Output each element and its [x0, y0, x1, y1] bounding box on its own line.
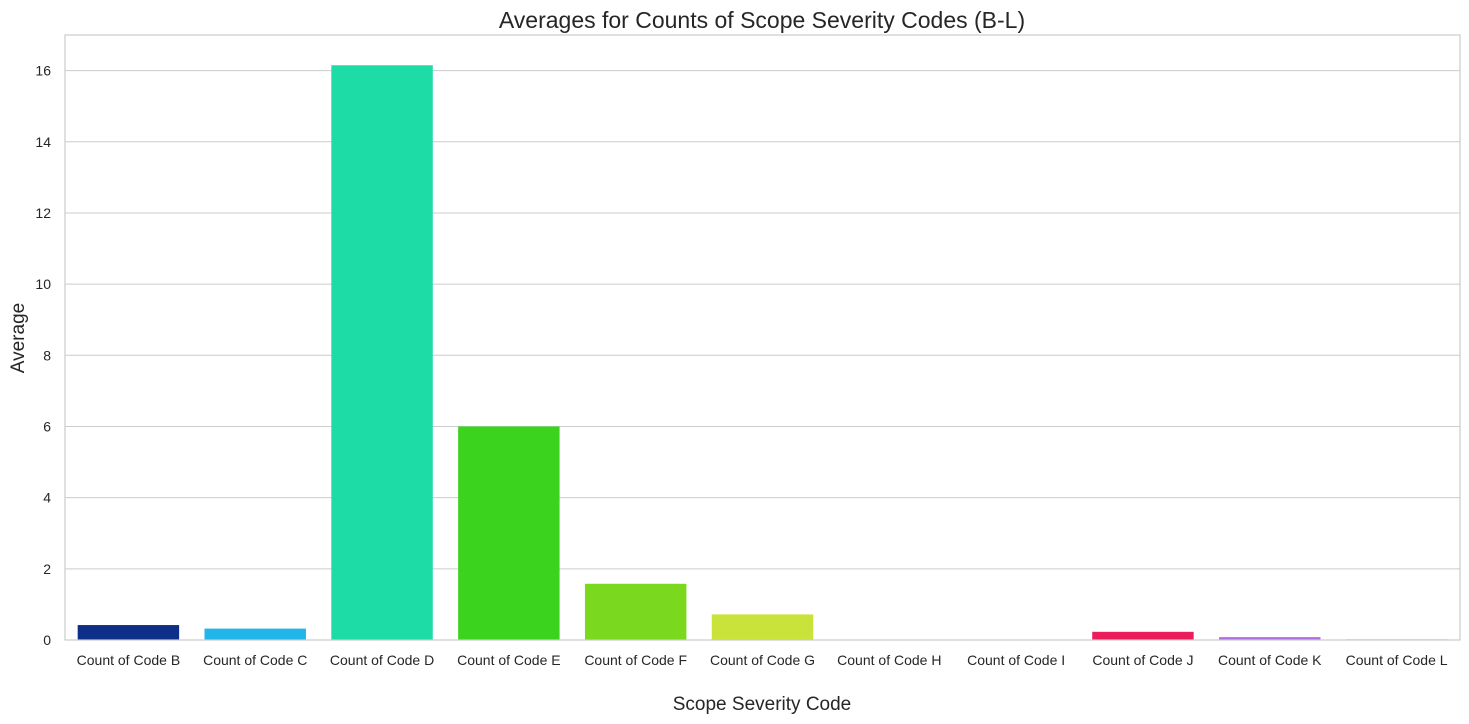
- bars: [77, 65, 1448, 640]
- y-tick-label: 12: [35, 205, 51, 221]
- y-axis-title: Average: [8, 303, 29, 373]
- x-tick-label: Count of Code C: [203, 652, 307, 668]
- bar-count-of-code-d: [331, 65, 433, 640]
- y-tick-labels: 0 2 4 6 8 10 12 14 16: [35, 63, 51, 648]
- y-tick-label: 10: [35, 276, 51, 292]
- x-tick-label: Count of Code D: [330, 652, 434, 668]
- bar-count-of-code-j: [1092, 631, 1194, 640]
- x-tick-label: Count of Code I: [967, 652, 1065, 668]
- x-tick-label: Count of Code E: [457, 652, 561, 668]
- x-tick-label: Count of Code J: [1092, 652, 1193, 668]
- x-tick-label: Count of Code F: [584, 652, 687, 668]
- bar-count-of-code-c: [204, 628, 306, 640]
- y-tick-label: 14: [35, 134, 51, 150]
- x-tick-label: Count of Code H: [837, 652, 941, 668]
- y-tick-label: 0: [43, 632, 51, 648]
- bar-count-of-code-k: [1219, 637, 1321, 640]
- x-tick-label: Count of Code K: [1218, 652, 1322, 668]
- plot-frame: [64, 34, 1461, 641]
- y-tick-label: 8: [43, 347, 51, 363]
- y-tick-label: 16: [35, 63, 51, 79]
- bar-count-of-code-b: [77, 625, 180, 640]
- y-tick-label: 6: [43, 418, 51, 434]
- bar-count-of-code-e: [458, 426, 560, 640]
- grid-lines: [65, 70, 1460, 641]
- x-tick-label: Count of Code B: [77, 652, 181, 668]
- bar-count-of-code-g: [711, 614, 814, 640]
- y-tick-label: 4: [43, 490, 51, 506]
- x-tick-label: Count of Code L: [1346, 652, 1448, 668]
- x-axis-title: Scope Severity Code: [673, 694, 852, 715]
- bar-count-of-code-f: [584, 583, 687, 640]
- x-tick-labels: Count of Code B Count of Code C Count of C…: [77, 652, 1448, 668]
- y-tick-label: 2: [43, 561, 51, 577]
- x-tick-label: Count of Code G: [710, 652, 815, 668]
- chart-title: Averages for Counts of Scope Severity Co…: [499, 7, 1025, 33]
